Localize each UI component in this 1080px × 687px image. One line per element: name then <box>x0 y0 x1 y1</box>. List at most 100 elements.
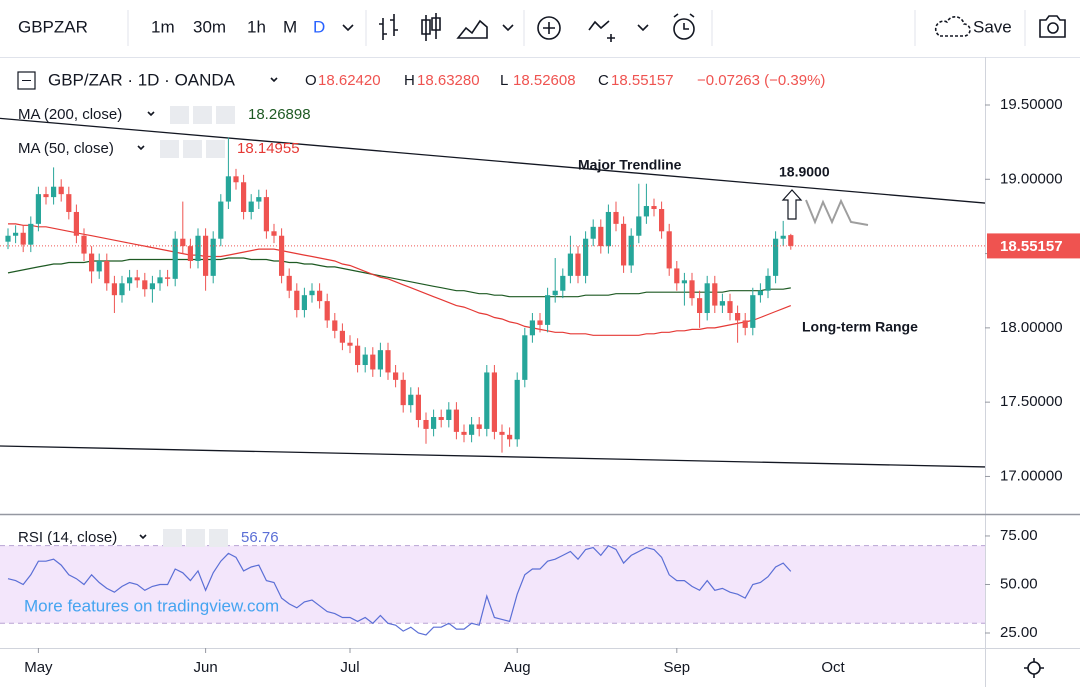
area-icon[interactable] <box>456 19 488 39</box>
candle-body <box>385 350 391 373</box>
candle-body <box>248 201 254 212</box>
candle-body <box>104 261 110 284</box>
candle-body <box>294 290 300 311</box>
add-indicator-icon[interactable] <box>537 16 561 40</box>
eye-button[interactable] <box>160 140 179 158</box>
dropdown-icon[interactable] <box>342 24 354 32</box>
interval-active[interactable]: D <box>313 17 325 36</box>
interval[interactable]: 30m <box>193 17 226 36</box>
candle-body <box>750 295 756 328</box>
eye-button[interactable] <box>170 106 189 124</box>
candle-body <box>788 235 794 246</box>
arrow-drawing <box>781 189 803 220</box>
candle-body <box>339 330 345 343</box>
annotation: 18.9000 <box>779 164 830 180</box>
candle-body <box>225 176 231 202</box>
candle-body <box>165 277 171 279</box>
candle-body <box>301 295 307 311</box>
legend-buttons <box>170 106 235 124</box>
change-value: −0.07263 (−0.39%) <box>697 72 825 89</box>
candle-body <box>51 186 57 198</box>
ohlc-value: 18.63280 <box>417 72 480 89</box>
settings-button[interactable] <box>186 529 205 547</box>
candle-body <box>28 223 34 245</box>
alarm-hands <box>673 13 695 30</box>
candle-body <box>651 206 657 209</box>
candle-body <box>560 275 566 291</box>
dropdown-icon[interactable] <box>139 534 147 540</box>
legend-name: MA (200, close) <box>18 106 122 123</box>
zigzag-drawing <box>805 198 869 226</box>
candle-body <box>689 280 695 299</box>
candle-body <box>461 431 467 435</box>
collapse-icon[interactable] <box>17 71 36 90</box>
candle-body <box>5 235 11 242</box>
candle-body <box>332 320 338 331</box>
candle-body <box>89 253 95 272</box>
interval[interactable]: M <box>283 17 297 36</box>
dropdown-icon[interactable] <box>137 145 145 151</box>
ma-line <box>8 223 792 336</box>
candle-body <box>697 298 703 314</box>
last-price-label: 18.55157 <box>1000 238 1063 255</box>
candle-body <box>537 320 543 325</box>
ohlc-value: 18.55157 <box>611 72 674 89</box>
dropdown-icon[interactable] <box>637 24 649 32</box>
candle-body <box>81 235 87 254</box>
dropdown-icon[interactable] <box>502 24 514 32</box>
legend-value: 18.14955 <box>237 140 300 157</box>
interval[interactable]: 1m <box>151 17 175 36</box>
dropdown-icon[interactable] <box>147 111 155 117</box>
candle-body <box>187 246 193 262</box>
legend-name: MA (50, close) <box>18 140 114 157</box>
candle-body <box>545 295 551 325</box>
alert-icon[interactable] <box>673 18 695 40</box>
candle-body <box>43 194 49 198</box>
compare-icon[interactable] <box>588 20 615 42</box>
remove-button[interactable] <box>206 140 225 158</box>
y-tick-label: 50.00 <box>1000 575 1038 592</box>
screenshot-icon[interactable] <box>1039 15 1066 38</box>
candle-body <box>96 261 102 272</box>
legend-value: 18.26898 <box>248 106 311 123</box>
candle-body <box>377 350 383 370</box>
candle-body <box>263 197 269 232</box>
x-tick-label: Oct <box>821 659 845 676</box>
remove-button[interactable] <box>209 529 228 547</box>
settings-button[interactable] <box>193 106 212 124</box>
candles-icon[interactable] <box>421 13 441 41</box>
candle-body <box>279 235 285 276</box>
candle-body <box>621 223 627 266</box>
candle-body <box>157 277 163 284</box>
watermark[interactable]: More features on tradingview.com <box>24 596 279 615</box>
remove-button[interactable] <box>216 106 235 124</box>
candle-body <box>13 232 19 236</box>
interval[interactable]: 1h <box>247 17 266 36</box>
candle-body <box>142 280 148 290</box>
candle-body <box>575 253 581 276</box>
save-button[interactable]: Save <box>973 17 1012 36</box>
candle-body <box>552 290 558 296</box>
legend-value: 56.76 <box>241 529 279 546</box>
eye-button[interactable] <box>163 529 182 547</box>
settings-icon[interactable] <box>1027 661 1041 675</box>
x-tick-label: May <box>24 659 53 676</box>
ohlc-label: C <box>598 72 609 89</box>
candle-body <box>567 253 573 276</box>
candle-body <box>735 313 741 321</box>
ohlc-label: H <box>404 72 415 89</box>
dropdown-icon[interactable] <box>270 77 278 83</box>
chart-title: GBP/ZAR · 1D · OANDA <box>48 70 236 89</box>
y-tick-label: 25.00 <box>1000 624 1038 641</box>
save-icon[interactable] <box>934 16 971 37</box>
candle-body <box>400 379 406 406</box>
candle-body <box>529 320 535 336</box>
symbol[interactable]: GBPZAR <box>18 17 88 36</box>
candle-body <box>583 238 589 276</box>
candle-body <box>742 320 748 328</box>
y-tick-label: 17.00000 <box>1000 467 1063 484</box>
x-tick-label: Sep <box>663 659 690 676</box>
settings-button[interactable] <box>183 140 202 158</box>
bars-icon[interactable] <box>379 14 398 40</box>
